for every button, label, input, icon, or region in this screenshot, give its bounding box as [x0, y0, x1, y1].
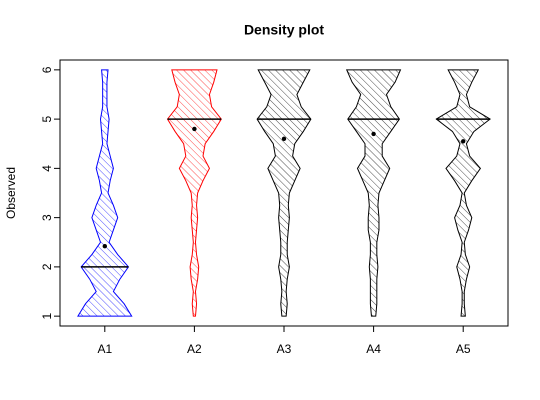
y-tick-label: 5: [40, 115, 54, 122]
mean-point: [192, 126, 197, 132]
x-tick-label: A4: [366, 342, 381, 356]
violin: [77, 69, 133, 317]
y-axis-label: Observed: [4, 167, 18, 219]
violin: [345, 69, 402, 317]
mean-point: [371, 131, 376, 137]
mean-point: [461, 139, 466, 144]
x-tick-label: A3: [277, 342, 292, 356]
y-tick-label: 4: [40, 165, 54, 172]
violin: [256, 69, 312, 317]
y-tick-label: 6: [40, 66, 54, 73]
y-tick-label: 3: [40, 214, 54, 221]
mean-point: [102, 244, 108, 249]
y-tick-label: 2: [40, 263, 54, 270]
x-tick-label: A5: [456, 342, 471, 356]
y-tick-label: 1: [40, 312, 54, 319]
x-tick-label: A1: [97, 342, 112, 356]
violin: [166, 69, 222, 317]
mean-point: [281, 136, 287, 142]
chart-title: Density plot: [244, 22, 324, 38]
violin: [435, 69, 491, 317]
x-tick-label: A2: [187, 342, 202, 356]
